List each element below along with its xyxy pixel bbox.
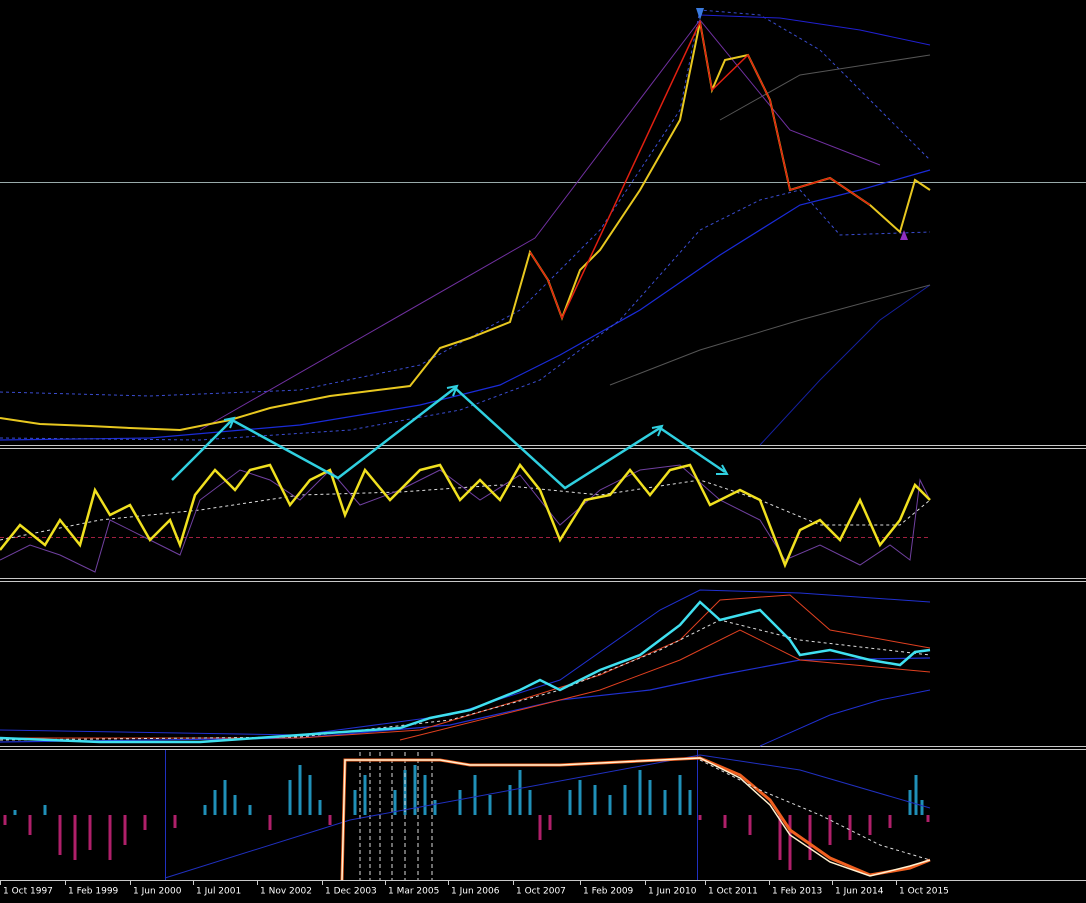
comparison-line (0, 600, 931, 744)
comparison-band-red (0, 594, 931, 739)
oscillator-signal (0, 479, 931, 541)
panel-separators (0, 445, 1086, 881)
histogram-negative (3, 815, 930, 870)
x-tick-label: 1 Jun 2006 (451, 887, 500, 897)
histogram-signal (699, 759, 931, 861)
main-panel (0, 8, 1086, 446)
down-arrow-marker (696, 8, 704, 20)
histogram-white-line (341, 757, 931, 881)
band-outer-top (699, 14, 931, 46)
histogram-dashed-markers (359, 752, 433, 880)
x-tick-label: 1 Oct 2011 (708, 887, 758, 897)
long-average (609, 284, 931, 386)
x-tick-label: 1 Jun 2000 (133, 887, 182, 897)
band-upper (0, 9, 931, 397)
x-tick-label: 1 Jun 2014 (835, 887, 884, 897)
x-tick-label: 1 Jul 2001 (196, 887, 241, 897)
histogram-panel (3, 750, 931, 881)
x-tick-label: 1 Jun 2010 (648, 887, 697, 897)
x-tick-label: 1 Nov 2002 (260, 887, 312, 897)
x-tick-label: 1 Dec 2003 (325, 887, 377, 897)
x-axis: 1 Oct 1997 1 Feb 1999 1 Jun 2000 1 Jul 2001… (0, 881, 949, 897)
price-line-bear (529, 19, 871, 320)
comparison-panel (0, 589, 931, 747)
x-tick-label: 1 Mar 2005 (388, 887, 439, 897)
band-lower (0, 189, 931, 441)
x-tick-label: 1 Oct 1997 (3, 887, 53, 897)
up-arrow-marker (900, 230, 908, 240)
x-tick-label: 1 Feb 2013 (772, 887, 822, 897)
histogram-positive (13, 765, 924, 815)
x-tick-label: 1 Oct 2007 (516, 887, 566, 897)
x-tick-label: 1 Feb 1999 (68, 887, 119, 897)
zigzag-pattern (171, 384, 729, 490)
comparison-band-top (0, 589, 931, 736)
comparison-band-red-low (399, 629, 931, 741)
oscillator-line (0, 462, 931, 569)
oscillator-secondary (0, 464, 931, 573)
x-tick-label: 1 Feb 2009 (583, 887, 634, 897)
oscillator-panel (0, 462, 931, 573)
long-average-top (719, 54, 931, 121)
histogram-trend (164, 754, 931, 879)
x-tick-label: 1 Oct 2015 (899, 887, 949, 897)
band-outer (759, 284, 931, 446)
comparison-band-bottom (759, 689, 931, 747)
